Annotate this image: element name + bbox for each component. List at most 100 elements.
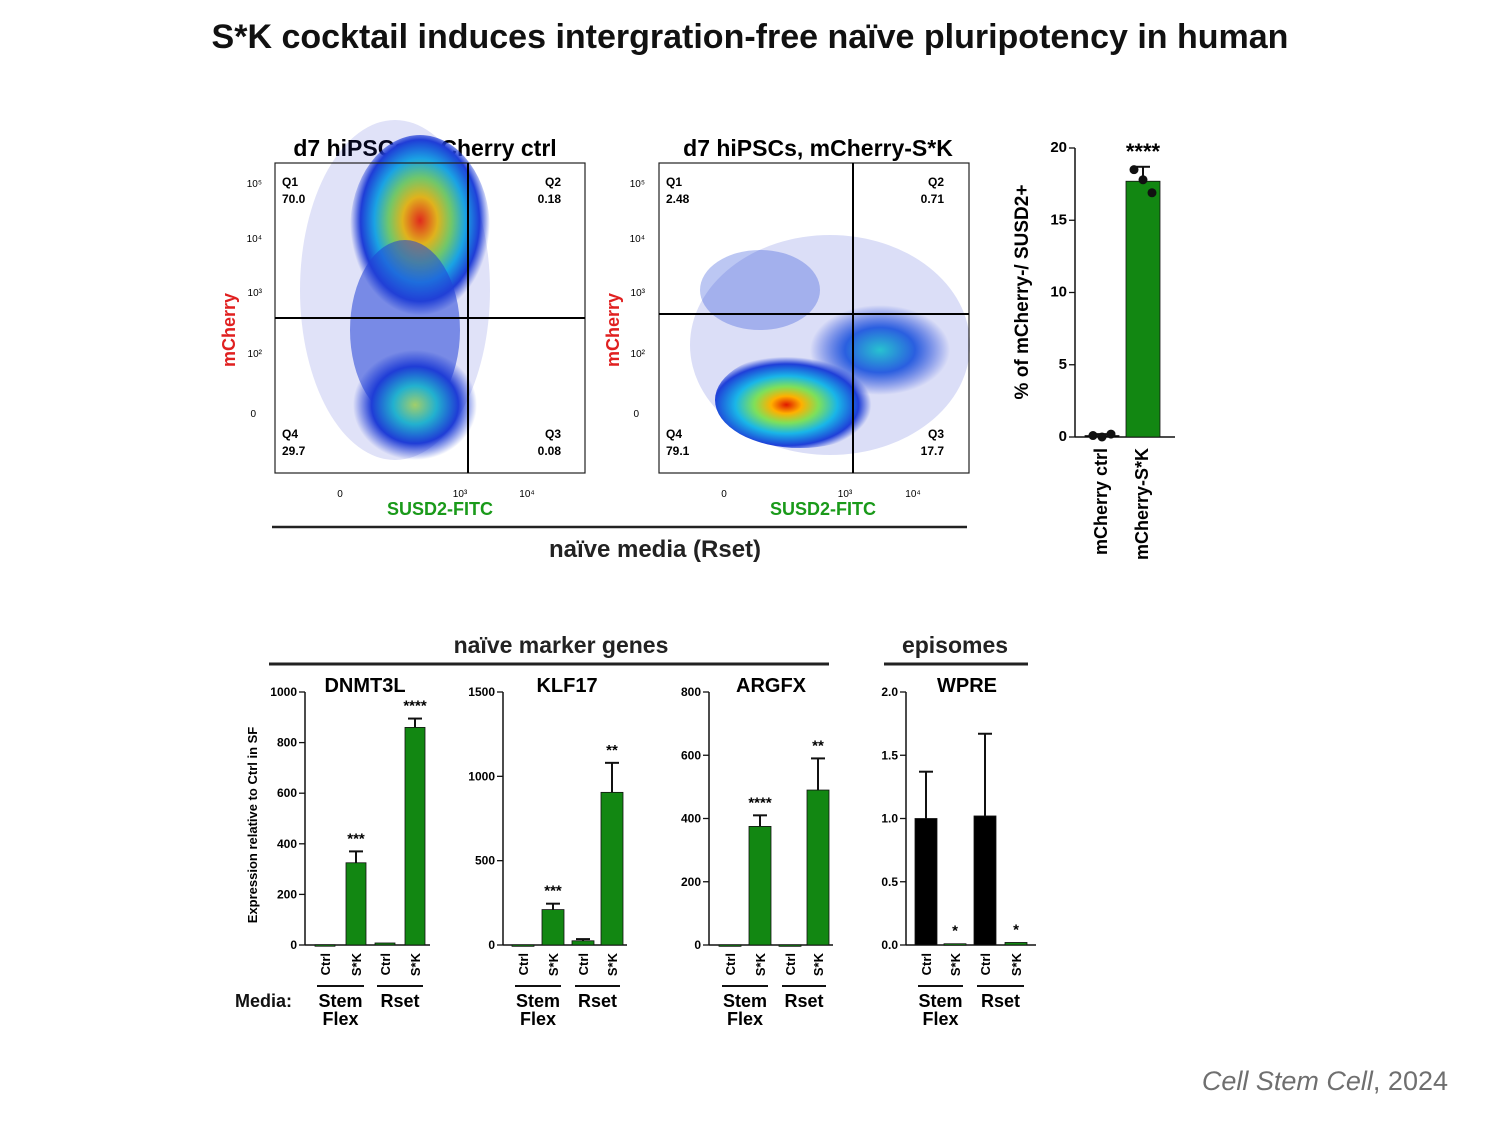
citation-separator: , — [1372, 1066, 1388, 1096]
category-label: mCherry-S*K — [1132, 448, 1152, 560]
bar — [778, 944, 802, 947]
x-tick-label: 10⁴ — [519, 489, 534, 500]
bar — [748, 826, 772, 946]
citation-year: 2024 — [1387, 1066, 1448, 1096]
bar-chart-2: KLF17 0 500 1000 1500 Ctrl *** S*K Ctrl ** S*K Stem… — [468, 675, 627, 1029]
significance-label: **** — [403, 698, 427, 715]
quadrant-q2-name: Q2 — [545, 175, 561, 189]
quadrant-q3-value: 17.7 — [921, 444, 945, 458]
y-tick-label: 800 — [681, 685, 701, 699]
quadrant-q3-name: Q3 — [545, 427, 561, 441]
significance-label: *** — [544, 883, 562, 900]
category-label: S*K — [605, 952, 620, 976]
media-label: Flex — [520, 1009, 556, 1029]
significance-label: **** — [1126, 139, 1161, 164]
bar — [806, 789, 830, 946]
data-point — [1129, 165, 1139, 175]
group-label: naïve media (Rset) — [549, 536, 761, 563]
quadrant-q1-value: 2.48 — [666, 192, 690, 206]
y-tick-label: 1.5 — [881, 748, 898, 762]
y-axis-label: Expression relative to Ctrl in SF — [245, 727, 260, 924]
bar — [973, 815, 997, 946]
flow-panel-sk: d7 hiPSCs, mCherry-S*K Q1 2.48 Q2 0.71 Q… — [603, 135, 970, 519]
density-blob — [715, 352, 885, 448]
bar-chart-1: DNMT3L 0 200 400 600 800 1000 Expression relati… — [245, 675, 430, 1029]
media-label: Stem — [723, 991, 767, 1011]
bar — [600, 791, 624, 946]
flow-density-sk — [690, 235, 970, 455]
bar-charts: 0 5 10 15 20 % of mCherry-/ SUSD2+ mCherry ctr… — [245, 139, 1175, 1029]
bar — [718, 944, 742, 947]
flow-density-ctrl — [300, 120, 490, 460]
y-tick-label: 600 — [277, 786, 297, 800]
category-label: S*K — [753, 952, 768, 976]
x-tick-label: 0 — [721, 489, 727, 500]
bar — [345, 862, 367, 946]
y-tick-label: 1.0 — [881, 812, 898, 826]
y-axis-label: mCherry — [603, 293, 623, 367]
significance-label: * — [1013, 921, 1019, 938]
category-label: Ctrl — [783, 953, 798, 975]
y-tick-label: 400 — [277, 837, 297, 851]
category-label: S*K — [811, 952, 826, 976]
y-tick-label: 0 — [633, 409, 639, 420]
y-tick-label: 1500 — [468, 685, 495, 699]
y-tick-label: 10³ — [631, 288, 646, 299]
chart-title: DNMT3L — [324, 675, 405, 697]
y-tick-label: 2.0 — [881, 685, 898, 699]
y-tick-label: 0 — [694, 938, 701, 952]
bar — [571, 940, 595, 946]
y-tick-label: 0.0 — [881, 938, 898, 952]
category-label: Ctrl — [318, 953, 333, 975]
x-tick-label: 10³ — [453, 489, 468, 500]
x-axis-label: SUSD2-FITC — [387, 499, 493, 519]
quadrant-q1-value: 70.0 — [282, 192, 306, 206]
x-tick-label: 10⁴ — [905, 489, 920, 500]
density-blob — [700, 250, 820, 330]
quadrant-q2-name: Q2 — [928, 175, 944, 189]
y-tick-label: 10² — [631, 349, 646, 360]
bar-chart-4: WPRE 0.0 0.5 1.0 1.5 2.0 Ctrl * S*K Ctrl * S*K StemF… — [881, 675, 1036, 1029]
bar — [511, 944, 535, 947]
category-label: S*K — [546, 952, 561, 976]
y-axis-label: % of mCherry-/ SUSD2+ — [1012, 185, 1033, 400]
data-point — [1147, 188, 1157, 198]
media-label: Stem — [516, 991, 560, 1011]
bar — [314, 944, 336, 947]
section-header-episomes: episomes — [902, 632, 1008, 658]
y-tick-label: 10⁵ — [630, 179, 645, 190]
section-header-markers: naïve marker genes — [454, 632, 669, 658]
media-label: Stem — [318, 991, 362, 1011]
y-tick-label: 10⁴ — [630, 234, 645, 245]
y-tick-label: 1000 — [270, 685, 297, 699]
flow-plot-frame — [658, 162, 970, 474]
media-label: Rset — [981, 991, 1020, 1011]
media-label: Stem — [918, 991, 962, 1011]
y-tick-label: 20 — [1050, 139, 1067, 156]
quadrant-q4-value: 79.1 — [666, 444, 690, 458]
data-point — [1097, 432, 1107, 442]
y-tick-label: 200 — [681, 875, 701, 889]
media-label: Rset — [578, 991, 617, 1011]
y-tick-label: 10⁴ — [247, 234, 262, 245]
bar — [541, 909, 565, 946]
x-axis-label: SUSD2-FITC — [770, 499, 876, 519]
bar — [943, 943, 967, 946]
y-tick-label: 600 — [681, 748, 701, 762]
category-label: Ctrl — [378, 953, 393, 975]
data-point — [1138, 175, 1148, 185]
flow-panel-ctrl: d7 hiPSCs, mCherry ctrl Q1 70.0 Q2 0.18 … — [219, 120, 586, 519]
chart-title: WPRE — [937, 675, 997, 697]
y-axis-label: mCherry — [219, 293, 239, 367]
bar-chart-0: 0 5 10 15 20 % of mCherry-/ SUSD2+ mCherry ctr… — [1012, 139, 1175, 560]
category-label: Ctrl — [576, 953, 591, 975]
y-tick-label: 15 — [1050, 211, 1067, 228]
y-tick-label: 0 — [488, 938, 495, 952]
y-tick-label: 200 — [277, 887, 297, 901]
bar — [1004, 942, 1028, 946]
significance-label: **** — [748, 794, 772, 811]
significance-label: * — [952, 923, 958, 940]
category-label: Ctrl — [516, 953, 531, 975]
y-tick-label: 0 — [250, 409, 256, 420]
